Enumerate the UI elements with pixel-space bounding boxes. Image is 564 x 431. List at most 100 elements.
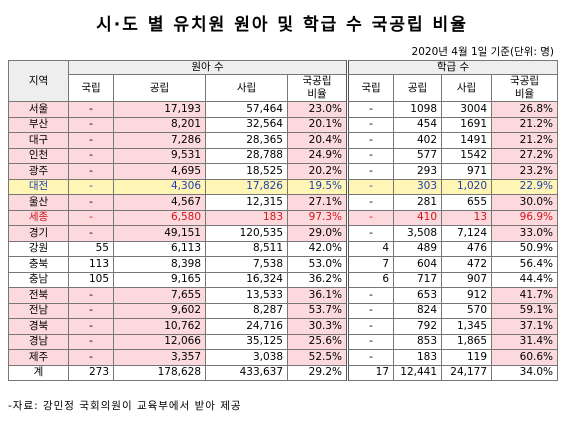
value-cell: 34.0% [491,364,559,381]
column-header: 공립 [113,74,206,102]
table-row: 경기 -49,151 120,535 29.0% -3,508 7,124 33.0% [8,225,559,242]
value-cell: 4,567 [113,194,206,211]
value-cell: 12,066 [113,333,206,350]
column-header: 국립 [68,74,114,102]
data-table: 지역 원아 수 학급 수 국립 공립 사립 국공립 비율 국립 공립 사립 국공립 비율 서울… [8,60,559,381]
value-cell: 1,345 [441,318,493,335]
value-cell: 6,113 [113,240,206,257]
value-cell: 25.6% [286,333,349,350]
value-cell: 454 [393,116,443,133]
value-cell: - [68,163,114,180]
value-cell: 6,580 [113,209,206,226]
value-cell: - [68,147,114,164]
value-cell: - [346,225,395,242]
value-cell: 20.2% [286,163,349,180]
column-header: 공립 [393,74,443,102]
value-cell: 52.5% [286,349,349,366]
region-cell: 대구 [8,132,69,149]
value-cell: 23.0% [286,101,349,118]
value-cell: 17,826 [205,178,288,195]
value-cell: - [346,147,395,164]
value-cell: 50.9% [491,240,559,257]
value-cell: 35,125 [205,333,288,350]
value-cell: 27.1% [286,194,349,211]
column-header: 사립 [205,74,288,102]
value-cell: 44.4% [491,271,559,288]
value-cell: 303 [393,178,443,195]
value-cell: 8,398 [113,256,206,273]
value-cell: - [346,194,395,211]
value-cell: 20.1% [286,116,349,133]
value-cell: 22.9% [491,178,559,195]
value-cell: 28,788 [205,147,288,164]
value-cell: 792 [393,318,443,335]
value-cell: 12,441 [393,364,443,381]
value-cell: 21.2% [491,132,559,149]
table-row: 충북 113 8,398 7,538 53.0% 7 604 472 56.4% [8,256,559,273]
value-cell: 53.7% [286,302,349,319]
value-cell: 21.2% [491,116,559,133]
value-cell: 29.0% [286,225,349,242]
value-cell: 183 [205,209,288,226]
table-row: 계 273 178,628 433,637 29.2% 17 12,441 24,177 34.… [8,364,559,381]
unit-note: 2020년 4월 1일 기준(단위: 명) [411,46,554,58]
value-cell: 97.3% [286,209,349,226]
value-cell: 293 [393,163,443,180]
column-header: 국립 [346,74,395,102]
value-cell: 9,531 [113,147,206,164]
value-cell: 26.8% [491,101,559,118]
value-cell: 13,533 [205,287,288,304]
value-cell: 824 [393,302,443,319]
region-cell: 경기 [8,225,69,242]
value-cell: 60.6% [491,349,559,366]
value-cell: 8,511 [205,240,288,257]
value-cell: 9,602 [113,302,206,319]
value-cell: 1,020 [441,178,493,195]
value-cell: 105 [68,271,114,288]
value-cell: - [68,209,114,226]
value-cell: 4 [346,240,395,257]
value-cell: 4,306 [113,178,206,195]
value-cell: 971 [441,163,493,180]
value-cell: 113 [68,256,114,273]
value-cell: 17 [346,364,395,381]
table-row: 충남 105 9,165 16,324 36.2% 6 717 907 44.4% [8,271,559,288]
region-cell: 광주 [8,163,69,180]
table-row: 제주 -3,357 3,038 52.5% -183 119 60.6% [8,349,559,366]
value-cell: - [346,116,395,133]
region-cell: 전남 [8,302,69,319]
value-cell: 36.1% [286,287,349,304]
value-cell: 17,193 [113,101,206,118]
value-cell: 1542 [441,147,493,164]
region-cell: 울산 [8,194,69,211]
region-cell: 인천 [8,147,69,164]
value-cell: 10,762 [113,318,206,335]
value-cell: - [68,225,114,242]
region-cell: 전북 [8,287,69,304]
region-cell: 충남 [8,271,69,288]
value-cell: 16,324 [205,271,288,288]
value-cell: 912 [441,287,493,304]
value-cell: 1491 [441,132,493,149]
value-cell: 402 [393,132,443,149]
value-cell: 655 [441,194,493,211]
region-header: 지역 [8,60,69,102]
value-cell: - [68,194,114,211]
value-cell: 476 [441,240,493,257]
column-header: 사립 [441,74,493,102]
value-cell: 7,124 [441,225,493,242]
source-note: -자료: 강민정 국회의원이 교육부에서 받아 제공 [8,400,242,412]
value-cell: - [68,349,114,366]
value-cell: - [68,333,114,350]
value-cell: - [346,101,395,118]
value-cell: 41.7% [491,287,559,304]
value-cell: - [68,302,114,319]
value-cell: 30.0% [491,194,559,211]
value-cell: 27.2% [491,147,559,164]
value-cell: 273 [68,364,114,381]
region-cell: 계 [8,364,69,381]
value-cell: - [346,132,395,149]
value-cell: 18,525 [205,163,288,180]
value-cell: 56.4% [491,256,559,273]
value-cell: 433,637 [205,364,288,381]
